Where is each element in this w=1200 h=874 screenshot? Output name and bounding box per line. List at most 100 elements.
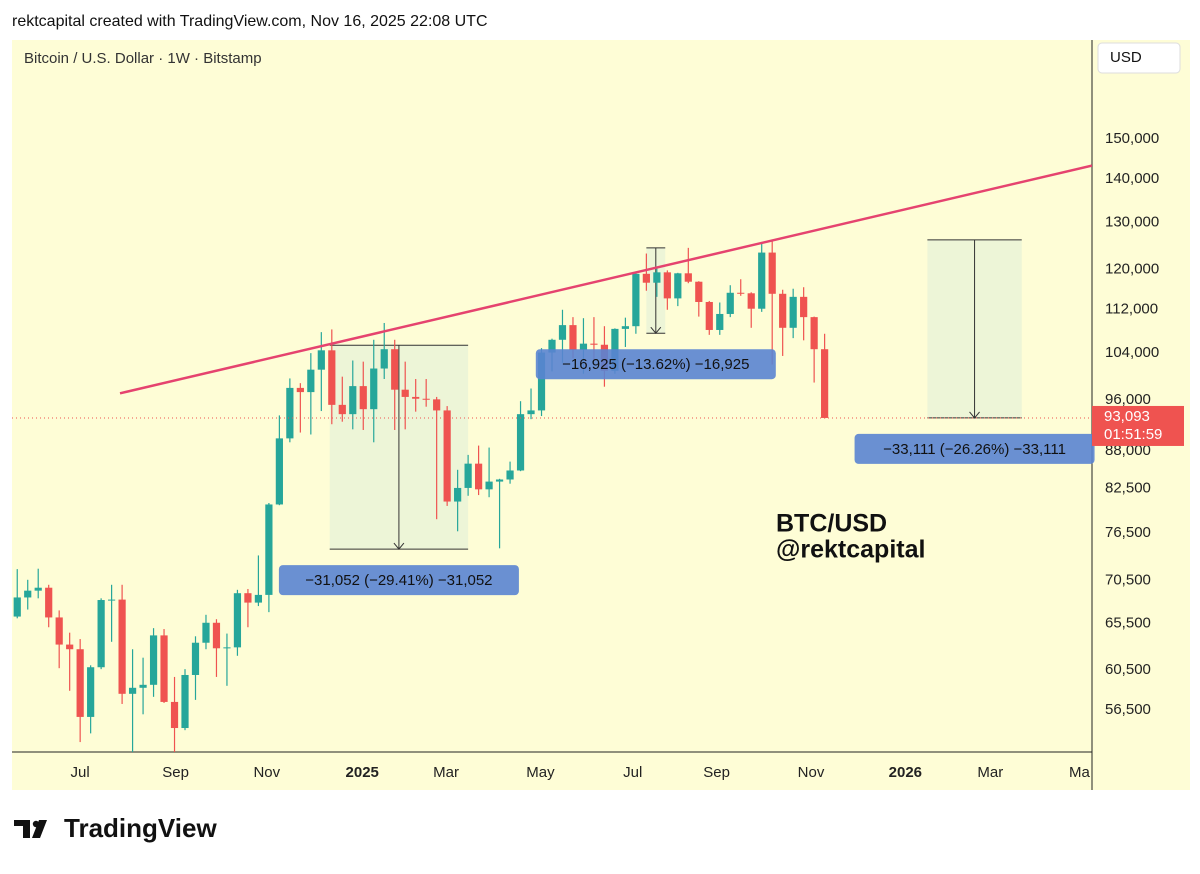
candle-body: [66, 644, 74, 650]
candle-body: [674, 273, 682, 299]
trendline: [119, 164, 1092, 395]
candle-body: [821, 349, 829, 418]
x-tick-label: Nov: [253, 764, 280, 781]
candle-body: [76, 649, 84, 717]
candle-body: [485, 481, 493, 490]
brand-name: TradingView: [64, 813, 217, 843]
currency-button[interactable]: [1097, 42, 1181, 74]
candle-body: [391, 349, 399, 390]
candle-body: [233, 593, 242, 648]
measure-arrowhead: [393, 542, 405, 550]
candle-body: [328, 350, 336, 405]
candle-body: [758, 252, 766, 309]
candle-body: [684, 273, 692, 282]
x-tick-label: Jul: [623, 764, 642, 781]
y-tick-label: 150,000: [1105, 130, 1159, 147]
measure-arrowhead: [650, 326, 662, 334]
measure-label-box: [278, 565, 519, 596]
x-tick-label: 2026: [889, 764, 922, 781]
y-tick-label: 140,000: [1105, 170, 1159, 187]
candle-body: [506, 470, 514, 480]
candle-body: [695, 281, 703, 302]
candle-body: [55, 617, 63, 645]
y-tick-label: 70,500: [1105, 572, 1151, 589]
candle-body: [265, 504, 273, 595]
y-tick-label: 112,000: [1105, 301, 1158, 318]
candle-body: [139, 684, 147, 688]
candle-body: [181, 674, 189, 729]
candle-body: [800, 296, 808, 318]
y-tick-label: 88,000: [1105, 442, 1151, 459]
candle-body: [212, 622, 221, 649]
candle-body: [642, 273, 650, 283]
caption: rektcapital created with TradingView.com…: [12, 13, 488, 30]
watermark: BTC/USD @rektcapital: [776, 510, 925, 564]
candle-body: [307, 369, 315, 393]
x-tick-label: Sep: [162, 764, 189, 781]
candle-body: [548, 339, 556, 353]
candle-body: [516, 414, 525, 471]
candle-body: [275, 438, 283, 505]
candle-body: [97, 600, 105, 668]
x-tick-label: Mar: [433, 764, 459, 781]
candle-body: [317, 350, 325, 370]
y-tick-label: 65,500: [1105, 615, 1151, 632]
candle-body: [747, 293, 755, 309]
candle-body: [359, 386, 367, 410]
watermark-line: @rektcapital: [776, 536, 925, 564]
candle-body: [569, 325, 577, 350]
candle-body: [24, 590, 32, 598]
candle-body: [118, 599, 126, 694]
candle-body: [412, 396, 420, 399]
y-tick-label: 60,500: [1105, 661, 1151, 678]
y-tick-label: 104,000: [1105, 344, 1159, 361]
x-tick-label: Nov: [798, 764, 825, 781]
candle-body: [149, 635, 158, 685]
candle-body: [705, 301, 713, 330]
y-tick-label: 130,000: [1105, 214, 1159, 231]
candle-body: [422, 398, 430, 400]
candle-body: [45, 587, 53, 618]
candle-body: [370, 368, 378, 410]
candle-body: [286, 387, 294, 439]
candle-body: [454, 487, 462, 502]
candle-body: [621, 326, 629, 329]
measure-label: −33,111 (−26.26%) −33,111: [883, 441, 1066, 458]
measure-label-box: [854, 433, 1095, 464]
candle-body: [128, 687, 137, 694]
symbol-title: Bitcoin / U.S. Dollar · 1W · Bitstamp: [24, 50, 262, 67]
candle-body: [663, 272, 671, 299]
candle-body: [558, 325, 567, 340]
candle-body: [338, 404, 346, 415]
candle-body: [380, 349, 388, 369]
candle-body: [810, 317, 818, 350]
candle-body: [537, 352, 546, 411]
measure-label-box: [535, 349, 776, 380]
candle-body: [475, 463, 483, 490]
x-tick-label: 2025: [346, 764, 379, 781]
candle-body: [244, 593, 252, 603]
x-tick-label: Mar: [977, 764, 1003, 781]
candle-body: [349, 386, 357, 415]
candle-body: [632, 273, 640, 327]
candle-body: [202, 622, 210, 643]
candle-body: [527, 410, 535, 415]
candle-body: [87, 667, 95, 717]
candle-body: [716, 313, 724, 330]
y-tick-label: 120,000: [1105, 260, 1159, 277]
y-tick-label: 76,500: [1105, 524, 1151, 541]
candle-body: [443, 410, 451, 502]
candle-body: [170, 701, 179, 729]
last-price-box: [1092, 405, 1184, 446]
candle-body: [495, 479, 504, 482]
candle-body: [726, 292, 734, 314]
candle-body: [223, 647, 231, 649]
measure-label: −16,925 (−13.62%) −16,925: [562, 356, 749, 373]
countdown: 01:51:59: [1104, 426, 1162, 443]
measure-label: −31,052 (−29.41%) −31,052: [305, 572, 492, 589]
candle-body: [34, 587, 42, 591]
candle-body: [254, 594, 263, 603]
candle-body: [296, 387, 304, 393]
last-price-label: 93,093: [1104, 408, 1150, 425]
